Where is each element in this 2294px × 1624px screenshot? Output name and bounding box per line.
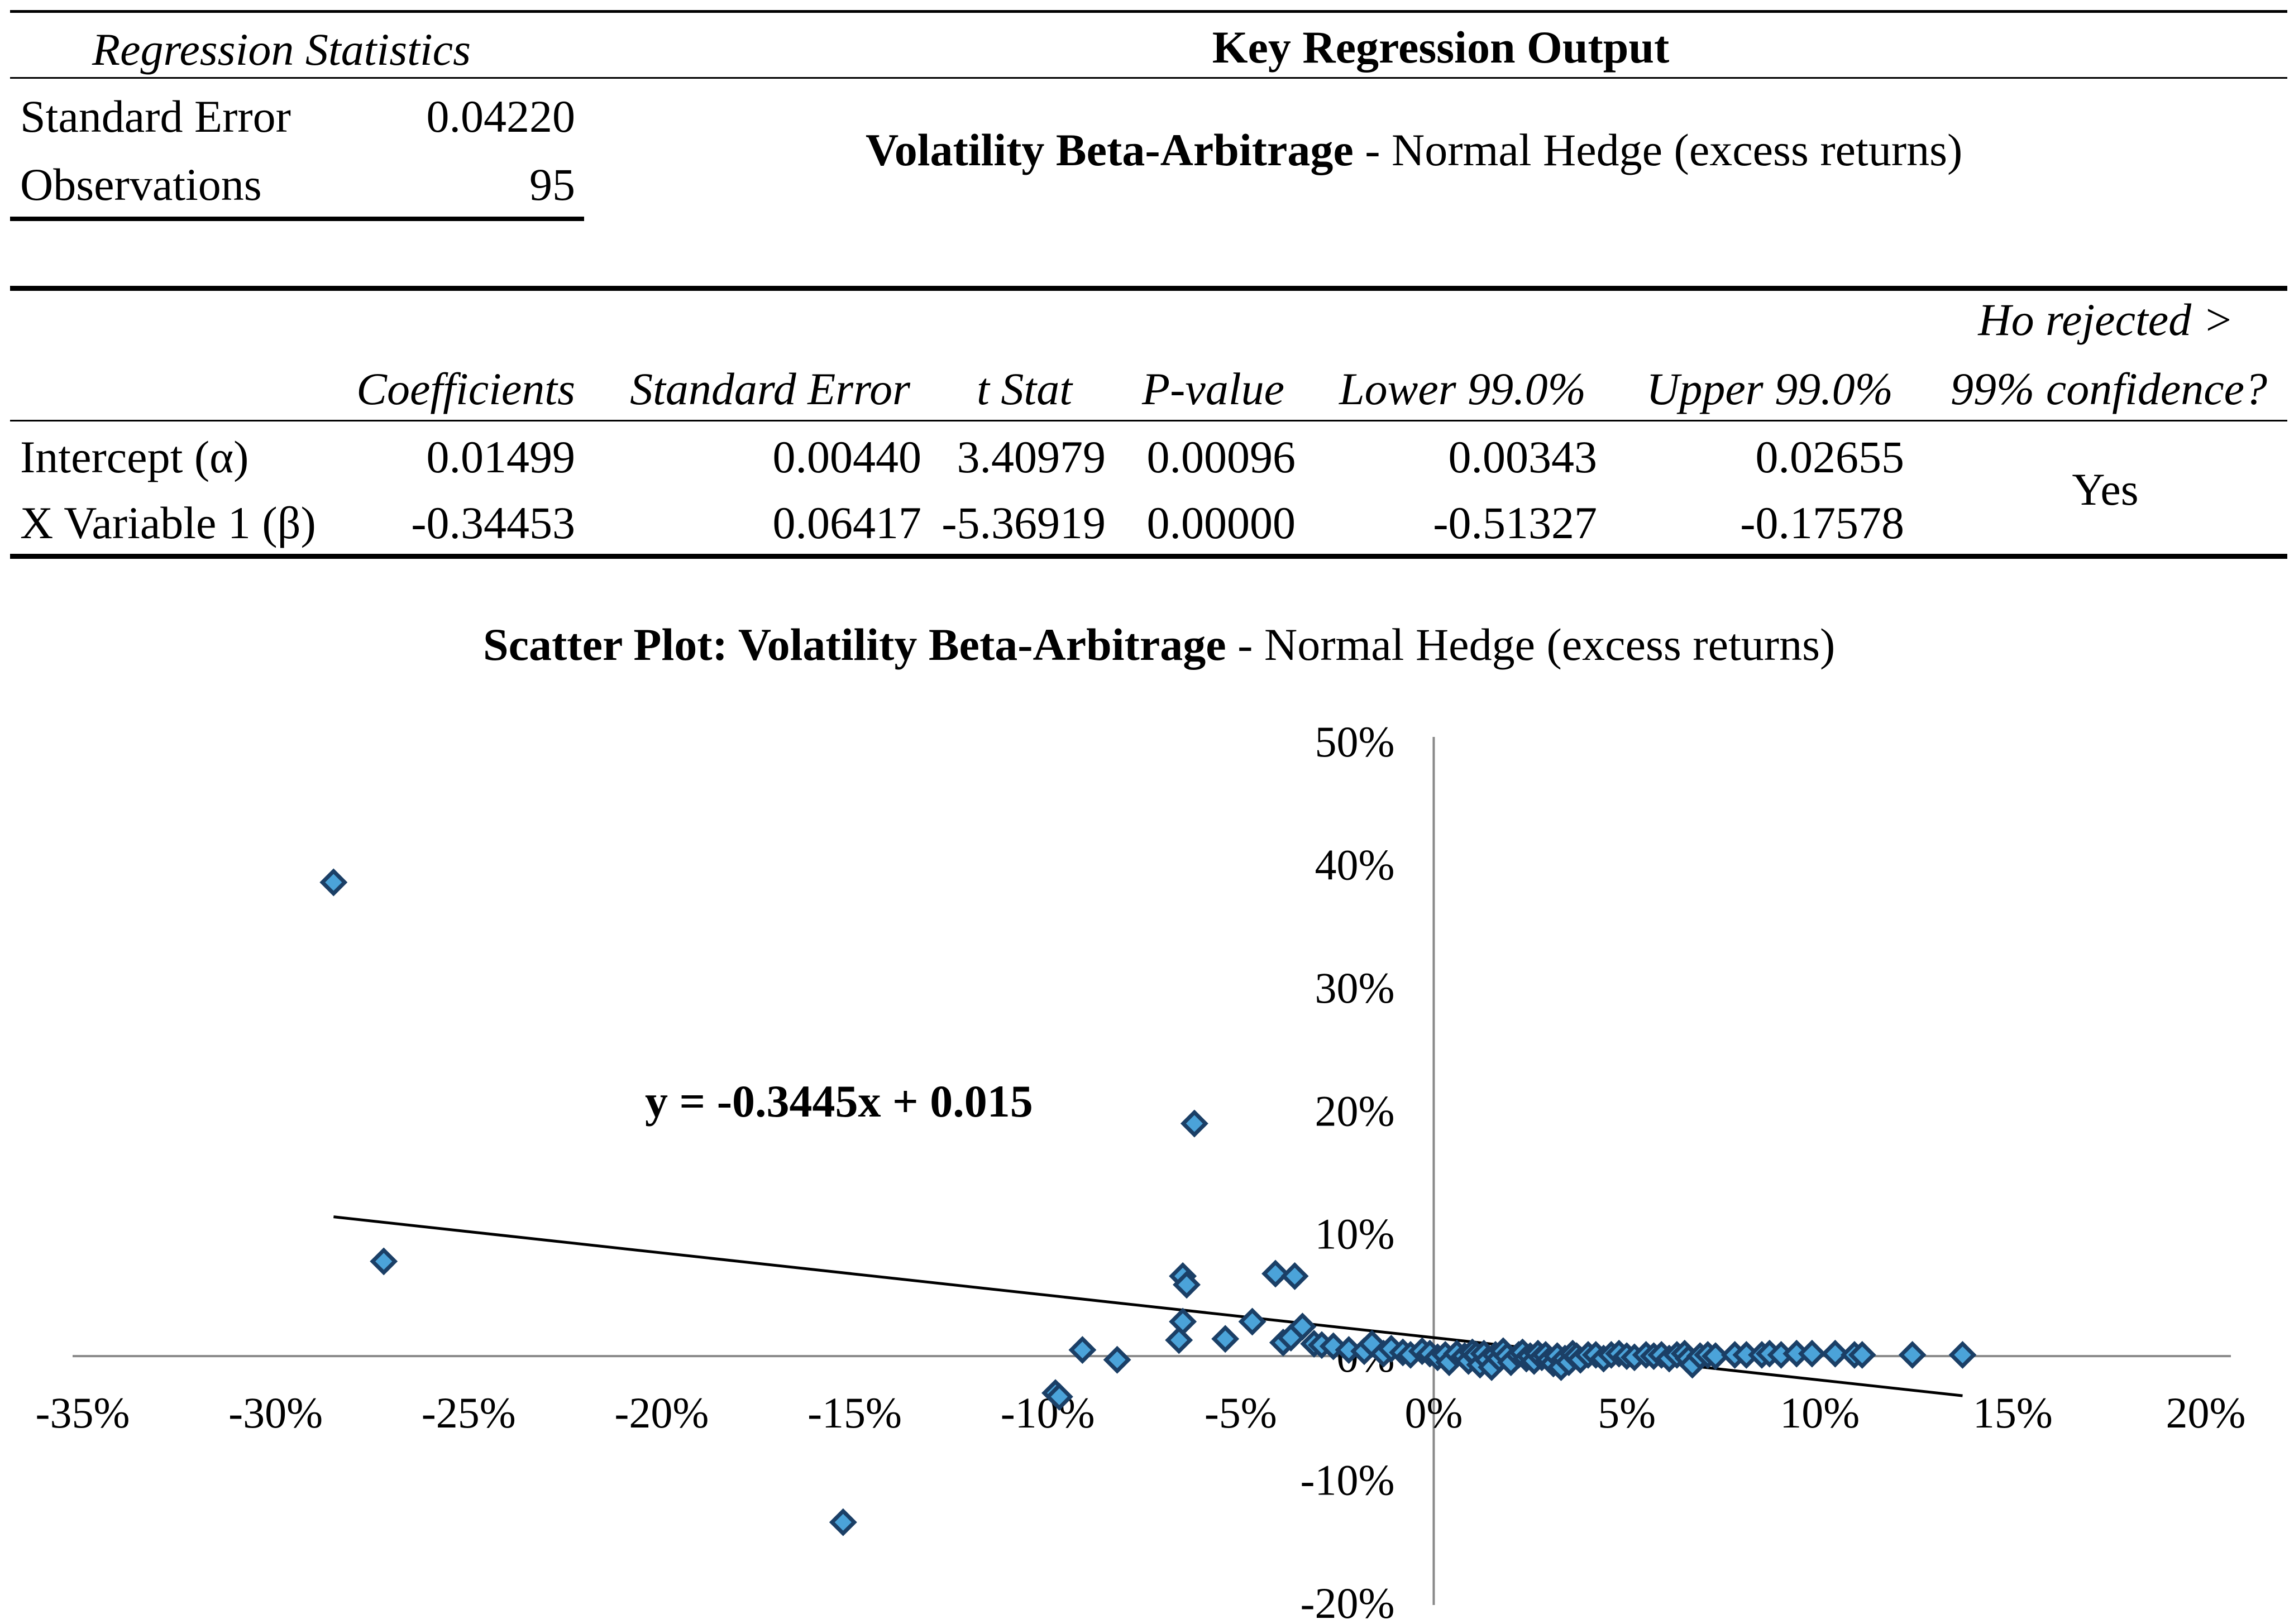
row-intercept-coef: 0.01499	[426, 432, 576, 482]
data-point	[1103, 1345, 1131, 1374]
y-tick-label: -10%	[1301, 1456, 1395, 1505]
row-intercept-label: Intercept (α)	[20, 432, 249, 482]
y-tick-label: -20%	[1301, 1579, 1395, 1624]
data-point	[1848, 1340, 1876, 1369]
y-tick-label: 30%	[1315, 964, 1394, 1012]
row-xvar-t: -5.36919	[942, 497, 1106, 548]
row-xvar-coef: -0.34453	[411, 497, 575, 548]
data-point	[1068, 1336, 1097, 1364]
data-point	[1045, 1382, 1073, 1411]
data-point	[1211, 1325, 1240, 1353]
x-tick-label: -35%	[36, 1388, 130, 1437]
header-lower-99: Lower 99.0%	[1339, 363, 1586, 414]
stats-header-rule	[10, 77, 584, 79]
x-tick-label: -25%	[422, 1388, 516, 1437]
regression-statistics-title: Regression Statistics	[92, 24, 471, 75]
row-intercept-p: 0.00096	[1146, 432, 1296, 482]
coef-table-bottom-rule	[10, 554, 2287, 559]
data-point	[1238, 1307, 1267, 1336]
key-output-subtitle-rest: - Normal Hedge (excess returns)	[1353, 124, 1963, 175]
row-xvar-upper: -0.17578	[1740, 497, 1904, 548]
header-coefficients: Coefficients	[356, 363, 575, 414]
header-standard-error: Standard Error	[630, 363, 910, 414]
chart-title-bold: Scatter Plot: Volatility Beta-Arbitrage	[483, 619, 1226, 670]
trendline	[333, 1215, 1963, 1397]
data-point	[829, 1508, 857, 1536]
standard-error-value: 0.04220	[426, 91, 576, 142]
data-points	[319, 868, 1977, 1536]
ho-header-line1: Ho rejected >	[1978, 294, 2234, 345]
key-output-subtitle: Volatility Beta-Arbitrage - Normal Hedge…	[866, 124, 1962, 176]
standard-error-label: Standard Error	[20, 91, 291, 142]
trendline-group	[333, 1215, 1963, 1397]
row-xvar-se: 0.06417	[772, 497, 922, 548]
x-tick-label: 0%	[1404, 1388, 1463, 1437]
x-tick-label: 10%	[1780, 1388, 1860, 1437]
data-point	[1280, 1262, 1309, 1290]
chart-axes	[73, 737, 2231, 1605]
stats-bottom-rule	[10, 217, 584, 221]
header-p-value: P-value	[1142, 363, 1284, 414]
row-intercept-upper: 0.02655	[1755, 432, 1905, 482]
data-point	[1898, 1340, 1927, 1369]
coef-table-top-rule	[10, 286, 2287, 291]
top-rule-left	[10, 10, 584, 13]
ho-answer: Yes	[2072, 464, 2139, 515]
chart-title: Scatter Plot: Volatility Beta-Arbitrage …	[483, 619, 1835, 671]
x-tick-label: -30%	[228, 1388, 323, 1437]
key-output-subtitle-strategy: Volatility Beta-Arbitrage	[866, 124, 1354, 175]
ho-header-line2: 99% confidence?	[1951, 363, 2267, 414]
data-point	[370, 1247, 398, 1276]
data-point	[1173, 1271, 1201, 1299]
data-point	[1948, 1340, 1977, 1369]
coef-header-rule	[10, 420, 2287, 421]
data-point	[1165, 1326, 1193, 1354]
y-tick-label: 40%	[1315, 840, 1394, 889]
data-point	[319, 868, 348, 897]
observations-value: 95	[529, 159, 575, 210]
data-point	[1261, 1259, 1289, 1288]
row-intercept-lower: 0.00343	[1448, 432, 1598, 482]
data-point	[1798, 1339, 1826, 1368]
key-output-title: Key Regression Output	[1212, 22, 1670, 73]
header-t-stat: t Stat	[977, 363, 1072, 414]
row-intercept-t: 3.40979	[957, 432, 1106, 482]
x-tick-label: -20%	[614, 1388, 709, 1437]
data-point	[1169, 1307, 1197, 1336]
x-tick-label: 15%	[1973, 1388, 2053, 1437]
trendline-equation: y = -0.3445x + 0.015	[645, 1076, 1033, 1127]
row-xvar-p: 0.00000	[1146, 497, 1296, 548]
header-upper-99: Upper 99.0%	[1646, 363, 1893, 414]
y-tick-label: 10%	[1315, 1210, 1394, 1258]
top-rule-right	[584, 10, 2287, 13]
row-xvar-lower: -0.51327	[1433, 497, 1597, 548]
data-point	[1702, 1342, 1730, 1371]
x-tick-label: 20%	[2166, 1388, 2246, 1437]
x-tick-label: -15%	[807, 1388, 902, 1437]
row-intercept-se: 0.00440	[772, 432, 922, 482]
y-tick-label: 20%	[1315, 1086, 1394, 1135]
scatter-chart: -35% -30% -25% -20% -15% -10% -5% 0% 5% 10% 15% 20%…	[36, 717, 2246, 1624]
data-point	[1821, 1339, 1849, 1368]
key-output-title-rule	[584, 77, 2287, 79]
x-tick-label: -5%	[1205, 1388, 1277, 1437]
chart-title-rest: - Normal Hedge (excess returns)	[1226, 619, 1836, 670]
x-tick-label: 5%	[1598, 1388, 1656, 1437]
data-point	[1180, 1109, 1208, 1138]
row-xvar-label: X Variable 1 (β)	[20, 497, 316, 548]
y-tick-label: 50%	[1315, 717, 1394, 766]
observations-label: Observations	[20, 159, 262, 210]
data-point	[1288, 1312, 1317, 1341]
tick-labels: -35% -30% -25% -20% -15% -10% -5% 0% 5% 10% 15% 20%…	[36, 717, 2246, 1624]
